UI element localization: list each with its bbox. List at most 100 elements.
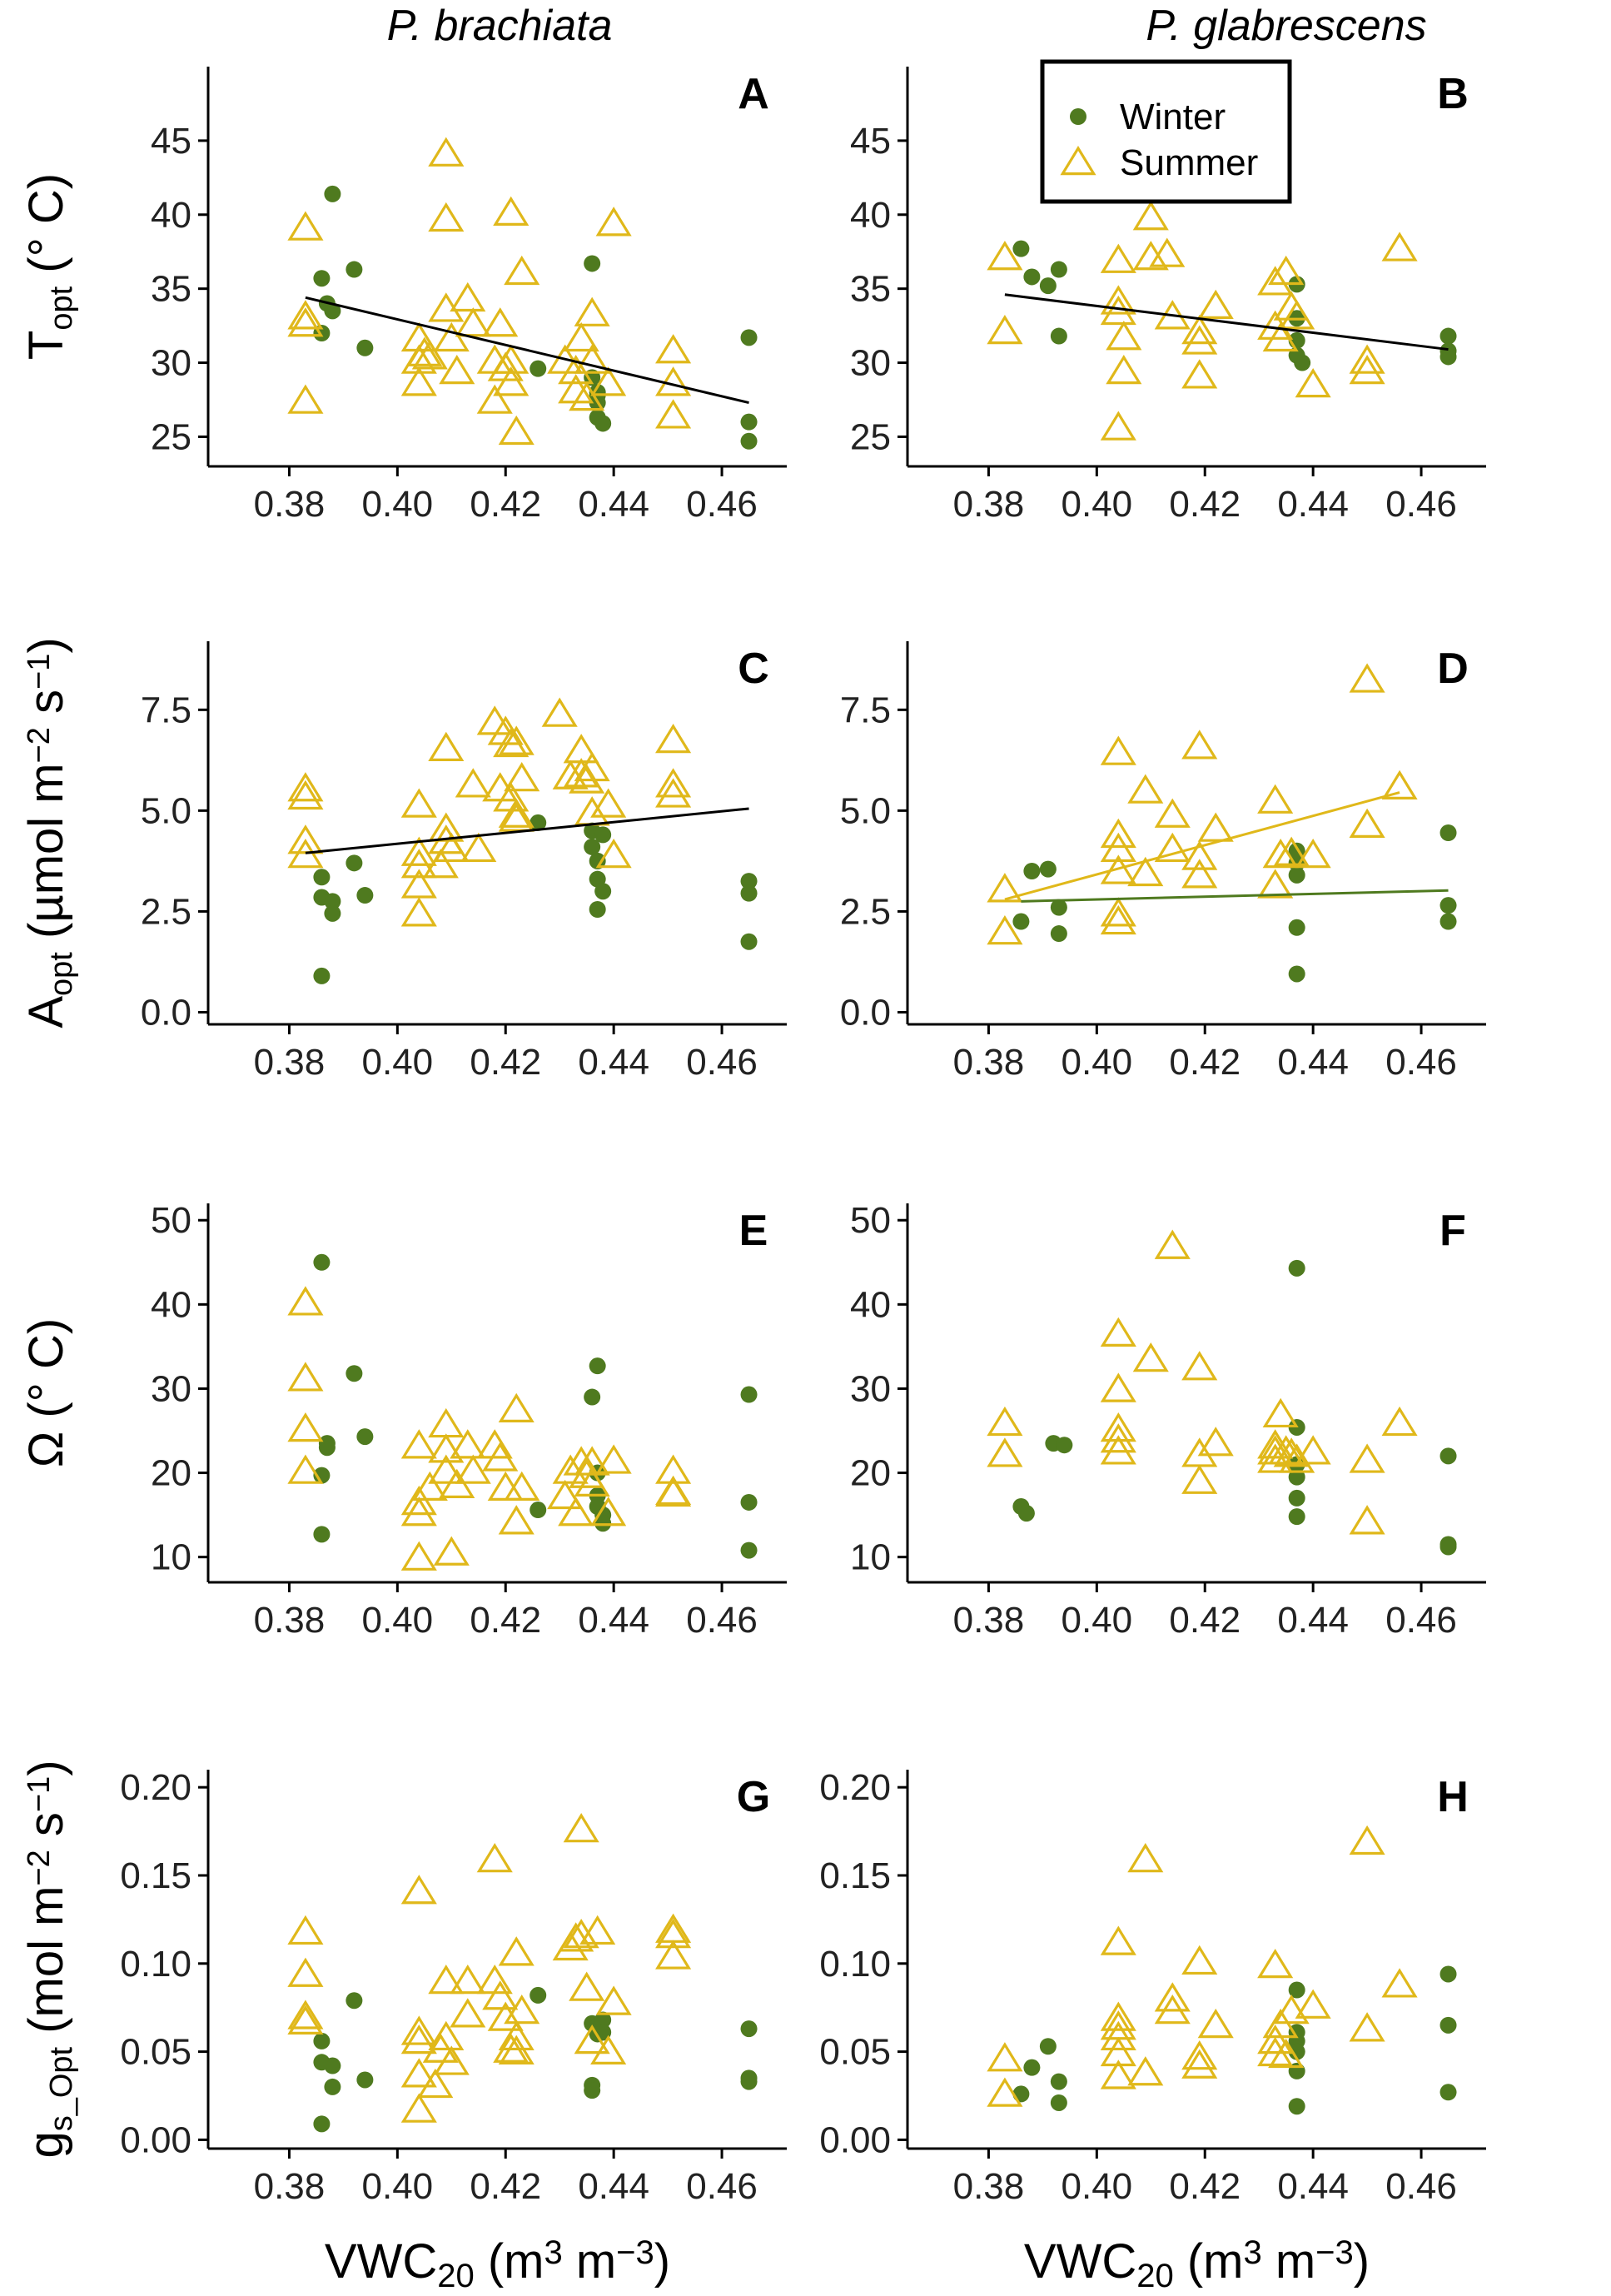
winter-point bbox=[1439, 824, 1457, 841]
summer-point bbox=[569, 381, 605, 411]
winter-point bbox=[1050, 327, 1067, 345]
winter-point bbox=[1288, 1489, 1305, 1507]
x-tick-label: 0.42 bbox=[1169, 1600, 1241, 1641]
summer-point bbox=[1181, 840, 1218, 870]
winter-point bbox=[740, 413, 758, 431]
summer-point bbox=[287, 384, 324, 414]
winter-point bbox=[740, 2020, 758, 2038]
winter-point bbox=[346, 1992, 363, 2010]
summer-point bbox=[1127, 1843, 1164, 1873]
panel-letter-B: B bbox=[1437, 70, 1469, 118]
summer-point bbox=[1100, 1372, 1136, 1402]
summer-point bbox=[1268, 2038, 1305, 2069]
x-tick-label: 0.44 bbox=[1277, 1042, 1349, 1083]
summer-point bbox=[493, 782, 530, 812]
summer-point bbox=[1181, 859, 1218, 889]
summer-point bbox=[574, 344, 610, 374]
summer-point bbox=[547, 1479, 584, 1510]
summer-point bbox=[400, 2093, 437, 2123]
winter-point bbox=[324, 2057, 341, 2074]
winter-point bbox=[1288, 2098, 1305, 2115]
x-axis-labels: VWC20 (m3 m−3) VWC20 (m3 m−3) bbox=[325, 2234, 1370, 2294]
summer-point bbox=[987, 314, 1023, 345]
winter-point bbox=[1050, 2073, 1067, 2090]
winter-point bbox=[530, 360, 547, 377]
summer-point bbox=[987, 241, 1023, 271]
series-summer bbox=[287, 1813, 692, 2123]
x-tick-label: 0.40 bbox=[1062, 1042, 1133, 1083]
y-tick-label: 0.05 bbox=[819, 2032, 891, 2073]
winter-point bbox=[1050, 2094, 1067, 2111]
summer-point bbox=[400, 2058, 437, 2088]
summer-point bbox=[1197, 2008, 1234, 2039]
summer-point bbox=[1279, 300, 1315, 330]
winter-point bbox=[324, 893, 341, 910]
panel-letter-G: G bbox=[737, 1773, 770, 1821]
summer-point bbox=[987, 1406, 1023, 1437]
summer-point bbox=[287, 772, 324, 802]
winter-point bbox=[589, 852, 606, 869]
y-tick-label: 2.5 bbox=[141, 891, 191, 932]
summer-point bbox=[504, 1995, 540, 2025]
y-tick-label: 40 bbox=[151, 195, 191, 236]
summer-point bbox=[400, 1485, 437, 1516]
y-tick-label: 45 bbox=[151, 121, 191, 162]
summer-point bbox=[1273, 1995, 1310, 2025]
winter-point bbox=[324, 185, 341, 202]
x-tick-label: 0.46 bbox=[1385, 1042, 1457, 1083]
summer-point bbox=[987, 2042, 1023, 2072]
y-tick-label: 0.0 bbox=[840, 992, 891, 1033]
winter-point bbox=[313, 2115, 331, 2133]
x-tick-label: 0.42 bbox=[1169, 484, 1241, 525]
y-tick-label: 25 bbox=[850, 416, 891, 457]
summer-point bbox=[1349, 344, 1385, 374]
winter-point bbox=[594, 883, 612, 900]
summer-point bbox=[287, 300, 324, 330]
summer-point bbox=[476, 384, 513, 414]
summer-point bbox=[1100, 904, 1136, 935]
summer-point bbox=[287, 1957, 324, 1987]
summer-point bbox=[590, 788, 627, 818]
winter-point bbox=[584, 2082, 601, 2099]
summer-point bbox=[1127, 2056, 1164, 2086]
summer-point bbox=[1181, 314, 1218, 345]
summer-point bbox=[1100, 818, 1136, 849]
x-tick-label: 0.46 bbox=[1385, 2166, 1457, 2207]
fit-line-winter bbox=[1021, 889, 1449, 903]
summer-point bbox=[1100, 1435, 1136, 1465]
winter-point bbox=[1050, 899, 1067, 916]
y-tick-label: 50 bbox=[850, 1200, 891, 1241]
column-title-brachiata: P. brachiata bbox=[387, 2, 613, 50]
summer-point bbox=[1100, 832, 1136, 863]
summer-point bbox=[574, 796, 610, 826]
x-tick-label: 0.40 bbox=[1062, 1600, 1133, 1641]
summer-point bbox=[439, 354, 475, 385]
legend-summer-label: Summer bbox=[1120, 142, 1258, 183]
winter-point bbox=[584, 838, 601, 855]
x-axis-label-1: VWC20 (m3 m−3) bbox=[1024, 2234, 1370, 2294]
summer-point bbox=[433, 2045, 470, 2075]
summer-point bbox=[574, 1446, 610, 1476]
summer-point bbox=[595, 207, 632, 237]
panel-letter-F: F bbox=[1439, 1207, 1466, 1255]
summer-point bbox=[428, 1454, 465, 1484]
winter-point bbox=[313, 1253, 331, 1271]
summer-point bbox=[1181, 1437, 1218, 1467]
summer-point bbox=[1257, 2036, 1294, 2067]
summer-point bbox=[1197, 812, 1234, 842]
summer-point bbox=[428, 137, 465, 167]
summer-point bbox=[1349, 354, 1385, 385]
summer-point bbox=[579, 1915, 616, 1945]
summer-point bbox=[498, 1505, 535, 1535]
x-tick-label: 0.38 bbox=[254, 484, 326, 525]
winter-point bbox=[584, 255, 601, 272]
y-tick-label: 30 bbox=[151, 343, 191, 384]
summer-point bbox=[563, 321, 599, 352]
winter-point bbox=[594, 2011, 612, 2029]
summer-point bbox=[569, 1971, 605, 2001]
summer-point bbox=[406, 336, 443, 366]
winter-point bbox=[530, 1986, 547, 2004]
summer-point bbox=[1100, 897, 1136, 927]
summer-point bbox=[1181, 359, 1218, 389]
summer-point bbox=[498, 1936, 535, 1966]
